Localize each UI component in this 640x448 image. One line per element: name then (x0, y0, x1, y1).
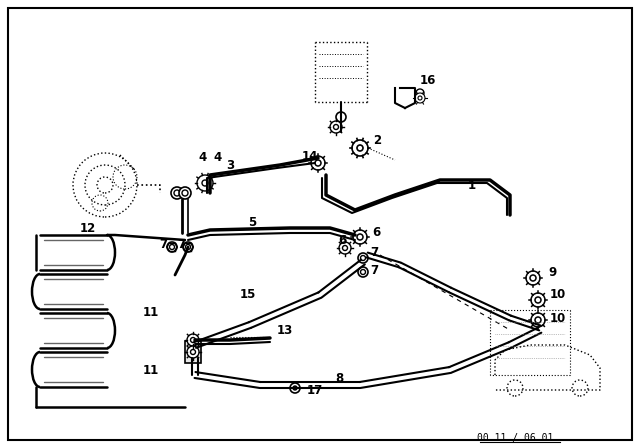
Bar (185, 341, 201, 363)
Circle shape (353, 230, 367, 244)
Circle shape (535, 317, 541, 323)
Circle shape (415, 93, 425, 103)
Circle shape (187, 346, 199, 358)
Circle shape (416, 89, 424, 97)
Circle shape (526, 271, 540, 285)
Circle shape (179, 187, 191, 199)
Text: 6: 6 (338, 233, 346, 246)
Circle shape (333, 125, 339, 129)
Circle shape (535, 297, 541, 303)
Text: 14: 14 (302, 150, 318, 163)
Circle shape (315, 160, 321, 166)
Text: 12: 12 (80, 221, 96, 234)
Text: 3: 3 (226, 159, 234, 172)
Circle shape (357, 234, 363, 240)
Circle shape (358, 267, 368, 277)
Circle shape (191, 349, 195, 354)
Circle shape (339, 242, 351, 254)
Circle shape (186, 245, 191, 250)
Circle shape (187, 334, 199, 346)
Text: 7: 7 (370, 246, 378, 259)
Text: 00 11 / 06.01: 00 11 / 06.01 (477, 433, 553, 443)
Circle shape (182, 190, 188, 196)
Text: 6: 6 (372, 225, 380, 238)
Circle shape (531, 293, 545, 307)
Circle shape (342, 246, 348, 250)
Circle shape (418, 96, 422, 100)
Circle shape (531, 313, 545, 327)
Text: 17: 17 (307, 383, 323, 396)
Text: 4: 4 (198, 151, 206, 164)
Circle shape (358, 253, 368, 263)
Text: 2: 2 (373, 134, 381, 146)
Text: 16: 16 (420, 73, 436, 86)
Circle shape (202, 180, 208, 186)
Circle shape (174, 190, 180, 196)
Text: 7: 7 (370, 263, 378, 276)
Text: 9: 9 (548, 267, 556, 280)
Text: 7: 7 (159, 237, 167, 250)
Text: 8: 8 (335, 371, 343, 384)
Text: 10: 10 (550, 289, 566, 302)
Text: 10: 10 (550, 311, 566, 324)
Circle shape (293, 386, 297, 390)
Circle shape (183, 242, 193, 252)
Circle shape (530, 275, 536, 281)
Circle shape (290, 383, 300, 393)
Circle shape (352, 140, 368, 156)
Circle shape (167, 242, 177, 252)
Text: 5: 5 (248, 215, 256, 228)
Circle shape (336, 112, 346, 122)
Circle shape (311, 156, 325, 170)
Circle shape (191, 337, 195, 343)
Text: 11: 11 (143, 306, 159, 319)
Circle shape (197, 175, 213, 191)
Text: 15: 15 (240, 288, 257, 301)
Circle shape (360, 270, 365, 275)
Text: 1: 1 (468, 178, 476, 191)
Text: 7: 7 (177, 237, 185, 250)
Circle shape (330, 121, 342, 133)
Circle shape (170, 245, 175, 250)
Text: 4: 4 (213, 151, 221, 164)
Text: 13: 13 (277, 323, 293, 336)
Circle shape (357, 145, 363, 151)
Circle shape (360, 255, 365, 260)
Circle shape (171, 187, 183, 199)
Text: 11: 11 (143, 363, 159, 376)
